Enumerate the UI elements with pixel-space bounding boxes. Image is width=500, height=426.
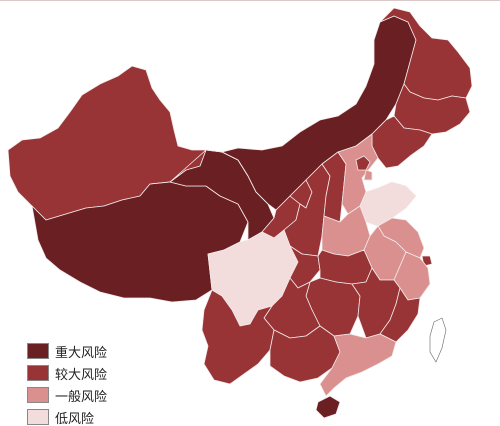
region-guangdong — [319, 333, 397, 397]
map-legend: 重大风险较大风险一般风险低风险 — [27, 340, 157, 426]
legend-swatch-low — [27, 409, 49, 425]
region-taiwan — [429, 317, 447, 363]
region-fujian — [379, 287, 421, 343]
region-beijing — [355, 155, 371, 171]
legend-label-low: 低风险 — [55, 411, 95, 426]
legend-swatch-high — [27, 365, 49, 381]
top-divider — [0, 0, 500, 1]
legend-label-general: 一般风险 — [55, 389, 108, 405]
region-shandong — [359, 181, 417, 227]
legend-label-high: 较大风险 — [55, 367, 108, 383]
region-hainan — [315, 395, 341, 419]
legend-label-major: 重大风险 — [55, 345, 108, 361]
legend-swatch-general — [27, 387, 49, 403]
legend-item-general: 一般风险 — [27, 384, 157, 406]
legend-swatch-major — [27, 343, 49, 359]
legend-item-high: 较大风险 — [27, 362, 157, 384]
region-tianjin — [363, 169, 373, 181]
legend-item-major: 重大风险 — [27, 340, 157, 362]
legend-item-low: 低风险 — [27, 406, 157, 426]
region-hebei — [337, 133, 379, 215]
